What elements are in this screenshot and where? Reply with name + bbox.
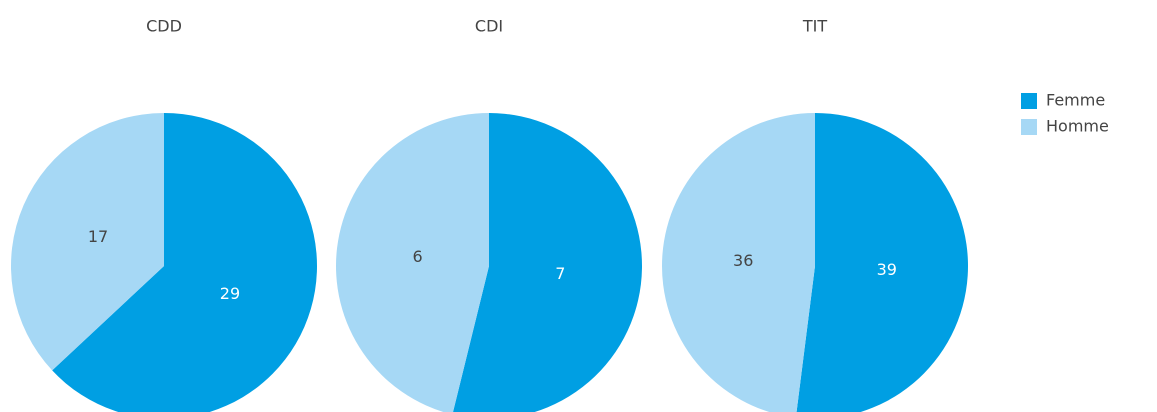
pie-title: TIT bbox=[802, 17, 827, 36]
legend-label: Femme bbox=[1046, 91, 1105, 110]
pie-slice bbox=[662, 113, 815, 412]
legend-swatch bbox=[1021, 93, 1037, 109]
slice-label: 29 bbox=[220, 284, 240, 303]
pie-slice bbox=[453, 113, 642, 412]
pie-slice bbox=[336, 113, 489, 412]
slice-label: 39 bbox=[877, 260, 897, 279]
slice-label: 36 bbox=[733, 251, 753, 270]
slice-label: 7 bbox=[555, 264, 565, 283]
pie-slice bbox=[10, 113, 164, 371]
pie-slice bbox=[52, 113, 317, 412]
slice-label: 17 bbox=[88, 227, 108, 246]
legend-label: Homme bbox=[1046, 117, 1109, 136]
legend-swatch bbox=[1021, 119, 1037, 135]
pie-title: CDI bbox=[475, 17, 503, 36]
pie-title: CDD bbox=[146, 17, 182, 36]
pie-slice bbox=[796, 113, 968, 412]
slice-label: 6 bbox=[413, 247, 423, 266]
